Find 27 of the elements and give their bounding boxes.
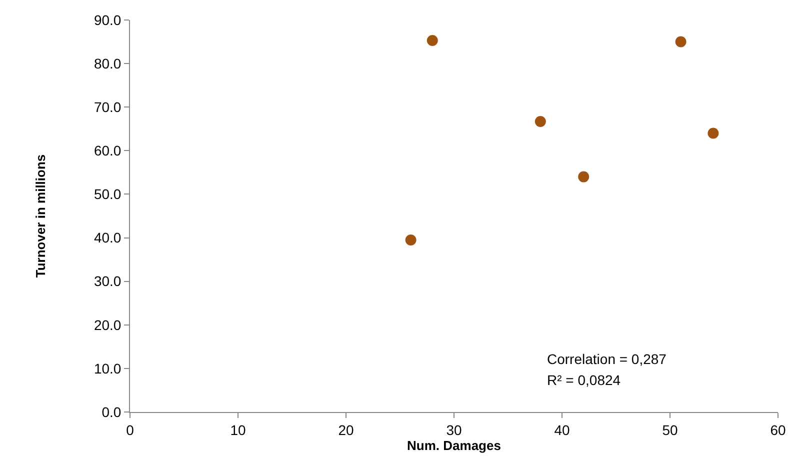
y-tick-label: 60.0	[94, 142, 122, 159]
annotation: R² = 0,0824	[547, 372, 621, 388]
x-tick-label: 20	[338, 422, 354, 438]
point	[426, 34, 438, 46]
y-tick-label: 40.0	[94, 230, 122, 246]
point	[708, 128, 719, 139]
annotation: Correlation = 0,287	[547, 351, 667, 367]
y-tick-label: 0.0	[102, 404, 122, 420]
x-tick-label: 0	[126, 422, 134, 438]
point	[675, 36, 686, 48]
y-tick-label: 70.0	[94, 99, 122, 116]
point	[405, 234, 416, 246]
y-tick-label: 90.0	[94, 12, 122, 28]
point	[534, 116, 546, 127]
y-tick-label: 10.0	[94, 360, 122, 376]
x-tick-label: 30	[446, 422, 462, 438]
point	[578, 171, 590, 182]
x-axis-title: Num. Damages	[407, 438, 501, 453]
x-tick-label: 50	[662, 422, 678, 438]
x-tick-label: 10	[230, 422, 246, 438]
y-tick-label: 80.0	[94, 55, 122, 72]
x-tick-label: 40	[554, 422, 570, 438]
y-tick-label: 30.0	[94, 273, 122, 290]
y-tick-label: 50.0	[94, 186, 122, 202]
y-tick-label: 20.0	[94, 316, 122, 333]
x-tick-label: 60	[770, 422, 786, 438]
y-axis-title: Turnover in millions	[32, 154, 48, 278]
